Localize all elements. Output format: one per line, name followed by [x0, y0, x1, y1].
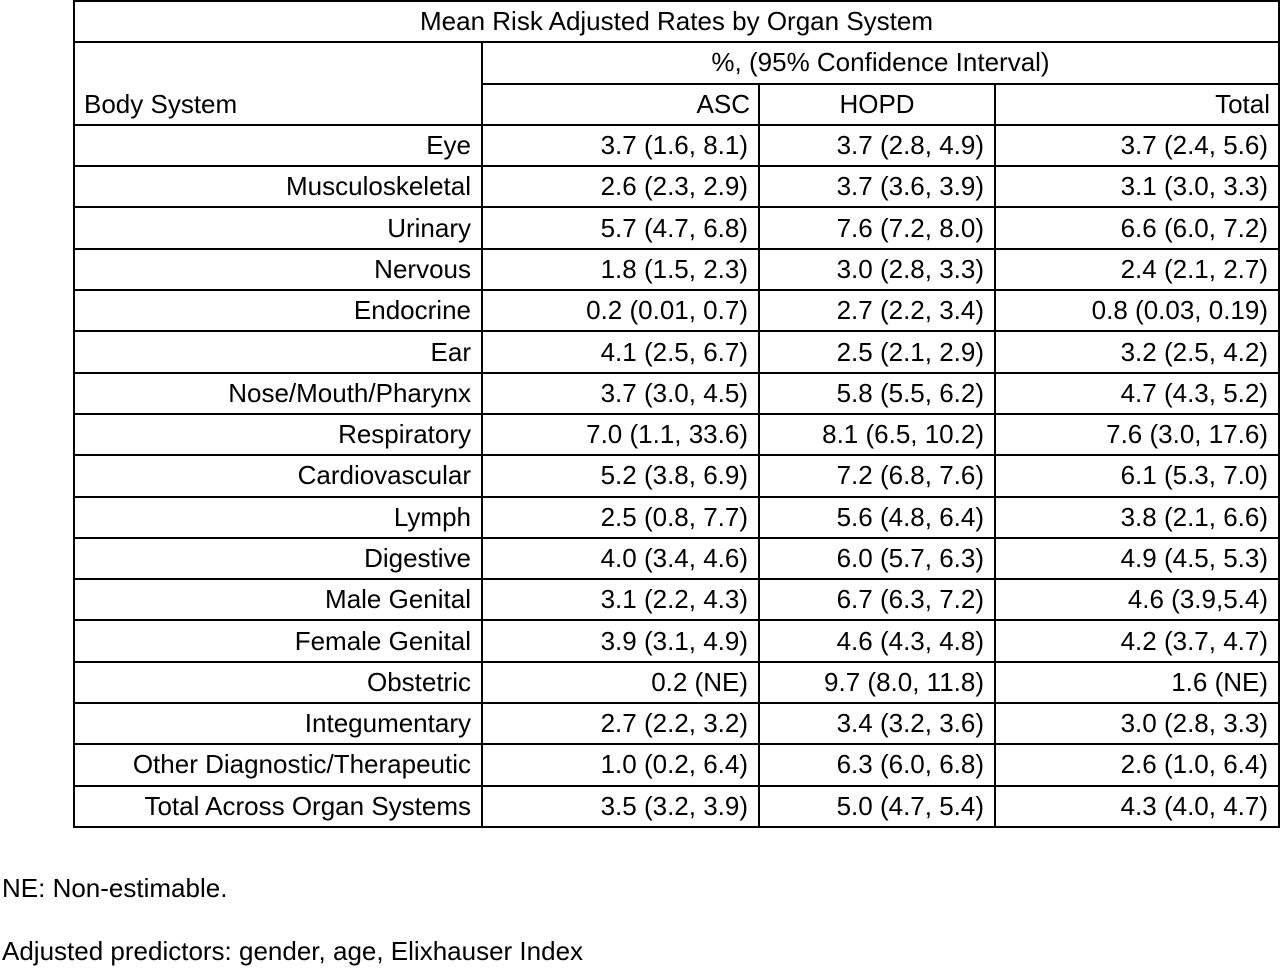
risk-rates-table: Mean Risk Adjusted Rates by Organ System… [72, 0, 1280, 828]
hopd-value-cell: 3.7 (2.8, 4.9) [758, 123, 996, 168]
body-system-cell: Female Genital [73, 619, 483, 663]
confidence-interval-header: %, (95% Confidence Interval) [480, 41, 1280, 85]
table-row: Total Across Organ Systems 3.5 (3.2, 3.9)… [73, 784, 1280, 828]
body-system-cell: Urinary [73, 206, 483, 250]
table-row: Digestive 4.0 (3.4, 4.6) 6.0 (5.7, 6.3) 4.9… [73, 536, 1280, 581]
total-value-cell: 6.6 (6.0, 7.2) [993, 206, 1280, 250]
asc-value-cell: 4.0 (3.4, 4.6) [481, 536, 760, 581]
hopd-value-cell: 6.3 (6.0, 6.8) [758, 743, 996, 787]
total-value-cell: 4.2 (3.7, 4.7) [993, 619, 1280, 663]
column-header-hopd: HOPD [758, 82, 996, 126]
body-system-cell: Ear [73, 330, 483, 374]
hopd-value-cell: 2.5 (2.1, 2.9) [758, 330, 996, 374]
asc-value-cell: 0.2 (NE) [481, 660, 760, 705]
body-system-cell: Obstetric [73, 660, 483, 705]
total-value-cell: 4.3 (4.0, 4.7) [993, 784, 1280, 828]
total-value-cell: 3.0 (2.8, 3.3) [993, 702, 1280, 746]
body-system-cell: Nose/Mouth/Pharynx [73, 371, 483, 415]
table-row: Other Diagnostic/Therapeutic 1.0 (0.2, 6.… [73, 743, 1280, 787]
table-row: Female Genital 3.9 (3.1, 4.9) 4.6 (4.3, 4.… [73, 619, 1280, 663]
table-row: Eye 3.7 (1.6, 8.1) 3.7 (2.8, 4.9) 3.7 (2.4,… [73, 123, 1280, 168]
hopd-value-cell: 3.0 (2.8, 3.3) [758, 247, 996, 292]
asc-value-cell: 2.6 (2.3, 2.9) [481, 165, 760, 209]
total-value-cell: 4.7 (4.3, 5.2) [993, 371, 1280, 415]
total-value-cell: 3.1 (3.0, 3.3) [993, 165, 1280, 209]
table-row: Nose/Mouth/Pharynx 3.7 (3.0, 4.5) 5.8 (5.5… [73, 371, 1280, 415]
asc-value-cell: 3.5 (3.2, 3.9) [481, 784, 760, 828]
asc-value-cell: 4.1 (2.5, 6.7) [481, 330, 760, 374]
body-system-cell: Male Genital [73, 578, 483, 622]
body-system-cell: Cardiovascular [73, 454, 483, 498]
asc-value-cell: 5.2 (3.8, 6.9) [481, 454, 760, 498]
hopd-value-cell: 6.0 (5.7, 6.3) [758, 536, 996, 581]
total-value-cell: 1.6 (NE) [993, 660, 1280, 705]
asc-value-cell: 2.5 (0.8, 7.7) [481, 495, 760, 539]
hopd-value-cell: 8.1 (6.5, 10.2) [758, 412, 996, 457]
hopd-value-cell: 3.7 (3.6, 3.9) [758, 165, 996, 209]
total-value-cell: 3.7 (2.4, 5.6) [993, 123, 1280, 168]
hopd-value-cell: 9.7 (8.0, 11.8) [758, 660, 996, 705]
asc-value-cell: 1.8 (1.5, 2.3) [481, 247, 760, 292]
ne-footnote: NE: Non-estimable. [2, 873, 228, 903]
asc-value-cell: 3.1 (2.2, 4.3) [481, 578, 760, 622]
total-value-cell: 2.4 (2.1, 2.7) [993, 247, 1280, 292]
table-row: Ear 4.1 (2.5, 6.7) 2.5 (2.1, 2.9) 3.2 (2.5,… [73, 330, 1280, 374]
table-row: Nervous 1.8 (1.5, 2.3) 3.0 (2.8, 3.3) 2.4 (… [73, 247, 1280, 292]
body-system-cell: Musculoskeletal [73, 165, 483, 209]
total-value-cell: 6.1 (5.3, 7.0) [993, 454, 1280, 498]
hopd-value-cell: 7.6 (7.2, 8.0) [758, 206, 996, 250]
table-row: Endocrine 0.2 (0.01, 0.7) 2.7 (2.2, 3.4) 0.… [73, 289, 1280, 333]
asc-value-cell: 3.7 (3.0, 4.5) [481, 371, 760, 415]
hopd-value-cell: 7.2 (6.8, 7.6) [758, 454, 996, 498]
hopd-value-cell: 3.4 (3.2, 3.6) [758, 702, 996, 746]
hopd-value-cell: 2.7 (2.2, 3.4) [758, 289, 996, 333]
total-value-cell: 4.9 (4.5, 5.3) [993, 536, 1280, 581]
total-value-cell: 7.6 (3.0, 17.6) [993, 412, 1280, 457]
hopd-value-cell: 4.6 (4.3, 4.8) [758, 619, 996, 663]
body-system-cell: Lymph [73, 495, 483, 539]
body-system-cell: Nervous [73, 247, 483, 292]
table-row: Musculoskeletal 2.6 (2.3, 2.9) 3.7 (3.6, 3… [73, 165, 1280, 209]
hopd-value-cell: 6.7 (6.3, 7.2) [758, 578, 996, 622]
table-header: Mean Risk Adjusted Rates by Organ System… [72, 0, 1280, 126]
title-row: Mean Risk Adjusted Rates by Organ System [72, 0, 1280, 44]
table-row: Obstetric 0.2 (NE) 9.7 (8.0, 11.8) 1.6 (NE) [73, 660, 1280, 705]
table-row: Integumentary 2.7 (2.2, 3.2) 3.4 (3.2, 3.6… [73, 702, 1280, 746]
table-title: Mean Risk Adjusted Rates by Organ System [72, 0, 1280, 44]
hopd-value-cell: 5.6 (4.8, 6.4) [758, 495, 996, 539]
table-row: Male Genital 3.1 (2.2, 4.3) 6.7 (6.3, 7.2)… [73, 578, 1280, 622]
total-value-cell: 3.8 (2.1, 6.6) [993, 495, 1280, 539]
asc-value-cell: 7.0 (1.1, 33.6) [481, 412, 760, 457]
table-body: Eye 3.7 (1.6, 8.1) 3.7 (2.8, 4.9) 3.7 (2.4,… [73, 123, 1280, 828]
body-system-cell: Integumentary [73, 702, 483, 746]
total-value-cell: 2.6 (1.0, 6.4) [993, 743, 1280, 787]
asc-value-cell: 0.2 (0.01, 0.7) [481, 289, 760, 333]
body-system-header: Body System [73, 41, 483, 126]
column-header-asc: ASC [481, 82, 760, 126]
table-row: Lymph 2.5 (0.8, 7.7) 5.6 (4.8, 6.4) 3.8 (2.… [73, 495, 1280, 539]
body-system-cell: Respiratory [73, 412, 483, 457]
span-header-row: Body System %, (95% Confidence Interval) [73, 41, 1280, 126]
asc-value-cell: 3.7 (1.6, 8.1) [481, 123, 760, 168]
predictors-footnote: Adjusted predictors: gender, age, Elixha… [2, 936, 584, 966]
body-system-cell: Endocrine [73, 289, 483, 333]
table-row: Cardiovascular 5.2 (3.8, 6.9) 7.2 (6.8, 7.… [73, 454, 1280, 498]
table-row: Respiratory 7.0 (1.1, 33.6) 8.1 (6.5, 10.2… [73, 412, 1280, 457]
column-header-row: ASC HOPD Total [74, 82, 1280, 126]
total-value-cell: 3.2 (2.5, 4.2) [993, 330, 1280, 374]
hopd-value-cell: 5.0 (4.7, 5.4) [758, 784, 996, 828]
total-value-cell: 0.8 (0.03, 0.19) [993, 289, 1280, 333]
asc-value-cell: 2.7 (2.2, 3.2) [481, 702, 760, 746]
body-system-cell: Eye [73, 123, 483, 168]
asc-value-cell: 5.7 (4.7, 6.8) [481, 206, 760, 250]
asc-value-cell: 3.9 (3.1, 4.9) [481, 619, 760, 663]
total-value-cell: 4.6 (3.9,5.4) [993, 578, 1280, 622]
table-row: Urinary 5.7 (4.7, 6.8) 7.6 (7.2, 8.0) 6.6 (… [73, 206, 1280, 250]
body-system-cell: Total Across Organ Systems [73, 784, 483, 828]
body-system-cell: Digestive [73, 536, 483, 581]
hopd-value-cell: 5.8 (5.5, 6.2) [758, 371, 996, 415]
body-system-cell: Other Diagnostic/Therapeutic [73, 743, 483, 787]
column-header-total: Total [993, 82, 1280, 126]
asc-value-cell: 1.0 (0.2, 6.4) [481, 743, 760, 787]
